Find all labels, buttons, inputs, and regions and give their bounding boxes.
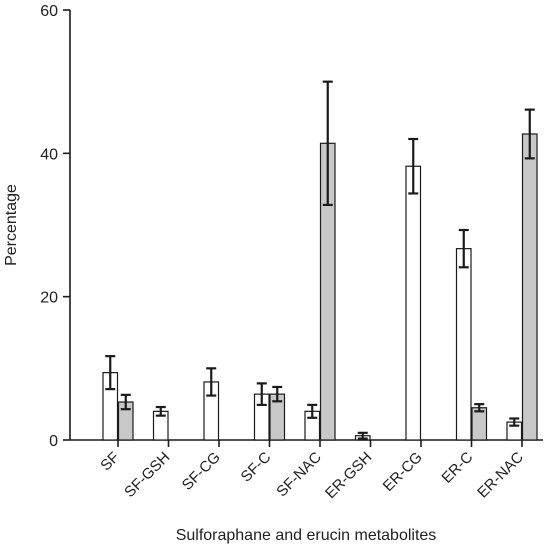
- x-tick-label: ER-GSH: [322, 449, 375, 502]
- error-bar: [105, 355, 116, 391]
- error-bar: [206, 367, 217, 397]
- error-bar: [307, 403, 318, 419]
- y-ticks: 0 20 40 60: [40, 3, 70, 450]
- error-bars: [105, 80, 535, 440]
- error-bar: [474, 403, 485, 413]
- x-tick-label: SF-NAC: [273, 449, 325, 501]
- error-bar: [155, 405, 166, 417]
- error-bar: [357, 431, 368, 440]
- bar-series-1: [405, 165, 422, 441]
- error-bar: [322, 80, 333, 207]
- x-axis-title: Sulforaphane and erucin metabolites: [176, 527, 437, 544]
- x-tick-label: SF-C: [238, 449, 275, 486]
- bars: [102, 133, 538, 441]
- error-bar: [509, 417, 520, 427]
- x-tick-label: ER-C: [438, 449, 476, 487]
- y-axis-title: Percentage: [3, 184, 20, 266]
- error-bar: [120, 393, 131, 411]
- error-bar: [256, 382, 267, 406]
- bar-series-1: [455, 248, 472, 441]
- x-tick-label: ER-CG: [380, 449, 426, 495]
- bar-series-2: [471, 407, 488, 441]
- error-bar: [524, 108, 535, 160]
- chart-axes: [69, 10, 543, 441]
- y-tick-label: 40: [40, 146, 58, 163]
- error-bar: [408, 137, 419, 195]
- x-tick-label: SF-CG: [179, 449, 224, 494]
- error-bar: [272, 385, 283, 403]
- x-tick-label: ER-NAC: [474, 449, 527, 502]
- y-tick-label: 0: [49, 433, 58, 450]
- x-tick-label: SF: [97, 449, 123, 475]
- y-tick-label: 60: [40, 3, 58, 20]
- error-bar: [458, 228, 469, 269]
- x-tick-label: SF-GSH: [121, 449, 173, 501]
- bar-series-2: [521, 133, 538, 441]
- y-tick-label: 20: [40, 290, 58, 307]
